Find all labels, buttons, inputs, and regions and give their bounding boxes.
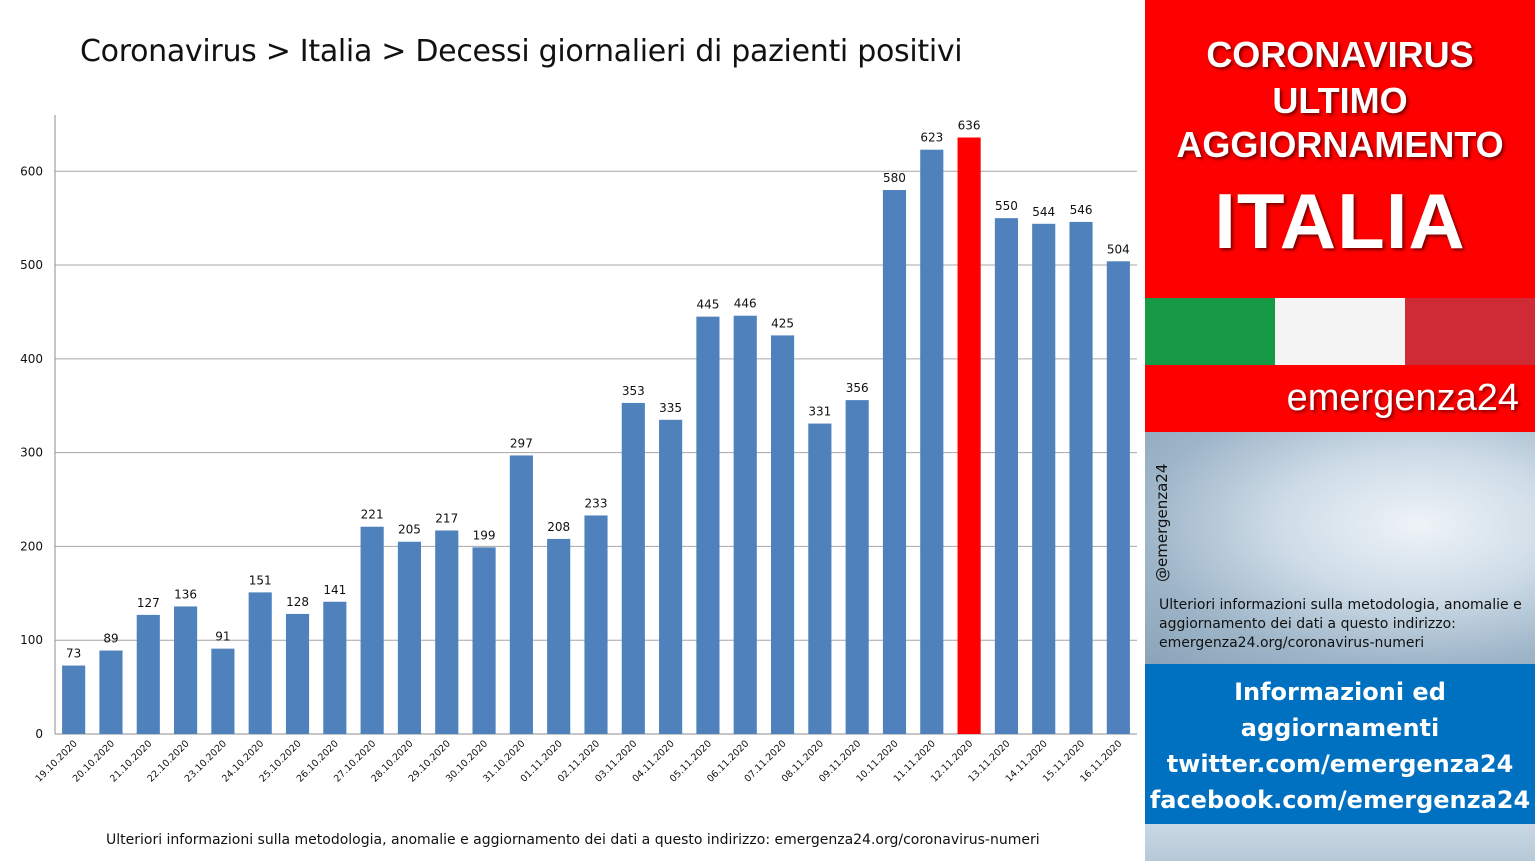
bar [397, 541, 422, 734]
background-photo: @emergenza24 Ulteriori informazioni sull… [1145, 432, 1535, 664]
bar [770, 335, 795, 734]
data-label: 205 [398, 523, 421, 537]
data-label: 73 [66, 647, 81, 661]
info-line: aggiornamenti [1240, 714, 1440, 742]
sidebar-note: Ulteriori informazioni sulla metodologia… [1159, 597, 1522, 651]
sidebar-footer-strip [1145, 824, 1535, 861]
twitter-link[interactable]: twitter.com/emergenza24 [1166, 750, 1514, 778]
chart-title: Coronavirus > Italia > Decessi giornalie… [80, 34, 963, 69]
bar [845, 400, 869, 734]
headline-italia: ITALIA [1214, 177, 1466, 265]
footer-note: Ulteriori informazioni sulla metodologia… [106, 832, 1040, 848]
y-tick-label: 600 [20, 164, 43, 178]
bar [323, 601, 347, 734]
bar [659, 419, 683, 734]
bar [957, 137, 981, 734]
bar [994, 218, 1018, 734]
data-label: 297 [510, 436, 533, 450]
y-tick-label: 400 [20, 352, 43, 366]
italian-flag [1145, 298, 1535, 365]
facebook-link[interactable]: facebook.com/emergenza24 [1149, 786, 1531, 814]
data-label: 356 [846, 381, 869, 395]
data-label: 199 [473, 528, 496, 542]
bar [62, 665, 86, 734]
data-label: 89 [103, 632, 118, 646]
bar [248, 592, 272, 734]
data-label: 623 [920, 131, 943, 145]
y-tick-label: 0 [35, 727, 43, 741]
headline-box: CORONAVIRUS ULTIMO AGGIORNAMENTO ITALIA [1145, 0, 1535, 298]
bar [920, 149, 944, 734]
y-tick-label: 300 [20, 446, 43, 460]
info-box: Informazioni ed aggiornamenti twitter.co… [1145, 664, 1535, 824]
data-label: 335 [659, 401, 682, 415]
sidebar-panel: CORONAVIRUS ULTIMO AGGIORNAMENTO ITALIA … [1145, 0, 1535, 861]
bar [285, 613, 310, 734]
bar [621, 402, 645, 734]
headline-ultimo: ULTIMO [1272, 80, 1408, 121]
data-label: 221 [361, 508, 384, 522]
bar [1032, 223, 1056, 734]
bar [1106, 261, 1130, 734]
data-label: 233 [585, 496, 608, 510]
bar [360, 526, 384, 734]
bar-chart: 01002003004005006007319.10.20208920.10.2… [20, 115, 1137, 785]
bar [584, 515, 608, 734]
social-handle: @emergenza24 [1153, 463, 1171, 582]
data-label: 151 [249, 573, 272, 587]
data-label: 445 [696, 298, 719, 312]
bar [472, 547, 496, 734]
bar [435, 530, 459, 734]
bar [547, 538, 571, 734]
data-label: 141 [323, 583, 346, 597]
brand-bar: emergenza24 [1145, 365, 1535, 432]
data-label: 504 [1107, 242, 1130, 256]
data-label: 91 [215, 630, 230, 644]
bar [99, 650, 123, 734]
data-label: 353 [622, 384, 645, 398]
flag-green-stripe [1145, 298, 1275, 365]
data-label: 127 [137, 596, 160, 610]
bar [136, 614, 160, 734]
y-tick-label: 200 [20, 539, 43, 553]
y-tick-label: 100 [20, 633, 43, 647]
brand-logo-text: emergenza24 [1286, 377, 1519, 419]
bar [509, 455, 533, 734]
data-label: 580 [883, 171, 906, 185]
data-label: 217 [435, 511, 458, 525]
y-tick-label: 500 [20, 258, 43, 272]
bar [733, 315, 757, 734]
headline-aggiornamento: AGGIORNAMENTO [1176, 124, 1504, 165]
flag-red-stripe [1405, 298, 1535, 365]
bar [1069, 221, 1093, 734]
info-line: Informazioni ed [1234, 678, 1446, 706]
bar [882, 190, 907, 735]
data-label: 550 [995, 199, 1018, 213]
flag-white-stripe [1275, 298, 1405, 365]
data-label: 425 [771, 316, 794, 330]
data-label: 544 [1032, 205, 1055, 219]
bar [211, 648, 235, 734]
data-label: 636 [958, 119, 981, 133]
data-label: 128 [286, 595, 309, 609]
headline-coronavirus: CORONAVIRUS [1206, 34, 1474, 75]
bar [174, 606, 198, 734]
data-label: 136 [174, 587, 197, 601]
bar [696, 316, 720, 734]
data-label: 208 [547, 520, 570, 534]
data-label: 331 [808, 405, 831, 419]
data-label: 546 [1070, 203, 1093, 217]
data-label: 446 [734, 297, 757, 311]
bar [808, 423, 832, 734]
